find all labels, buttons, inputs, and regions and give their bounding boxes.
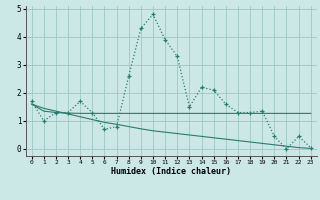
- X-axis label: Humidex (Indice chaleur): Humidex (Indice chaleur): [111, 167, 231, 176]
